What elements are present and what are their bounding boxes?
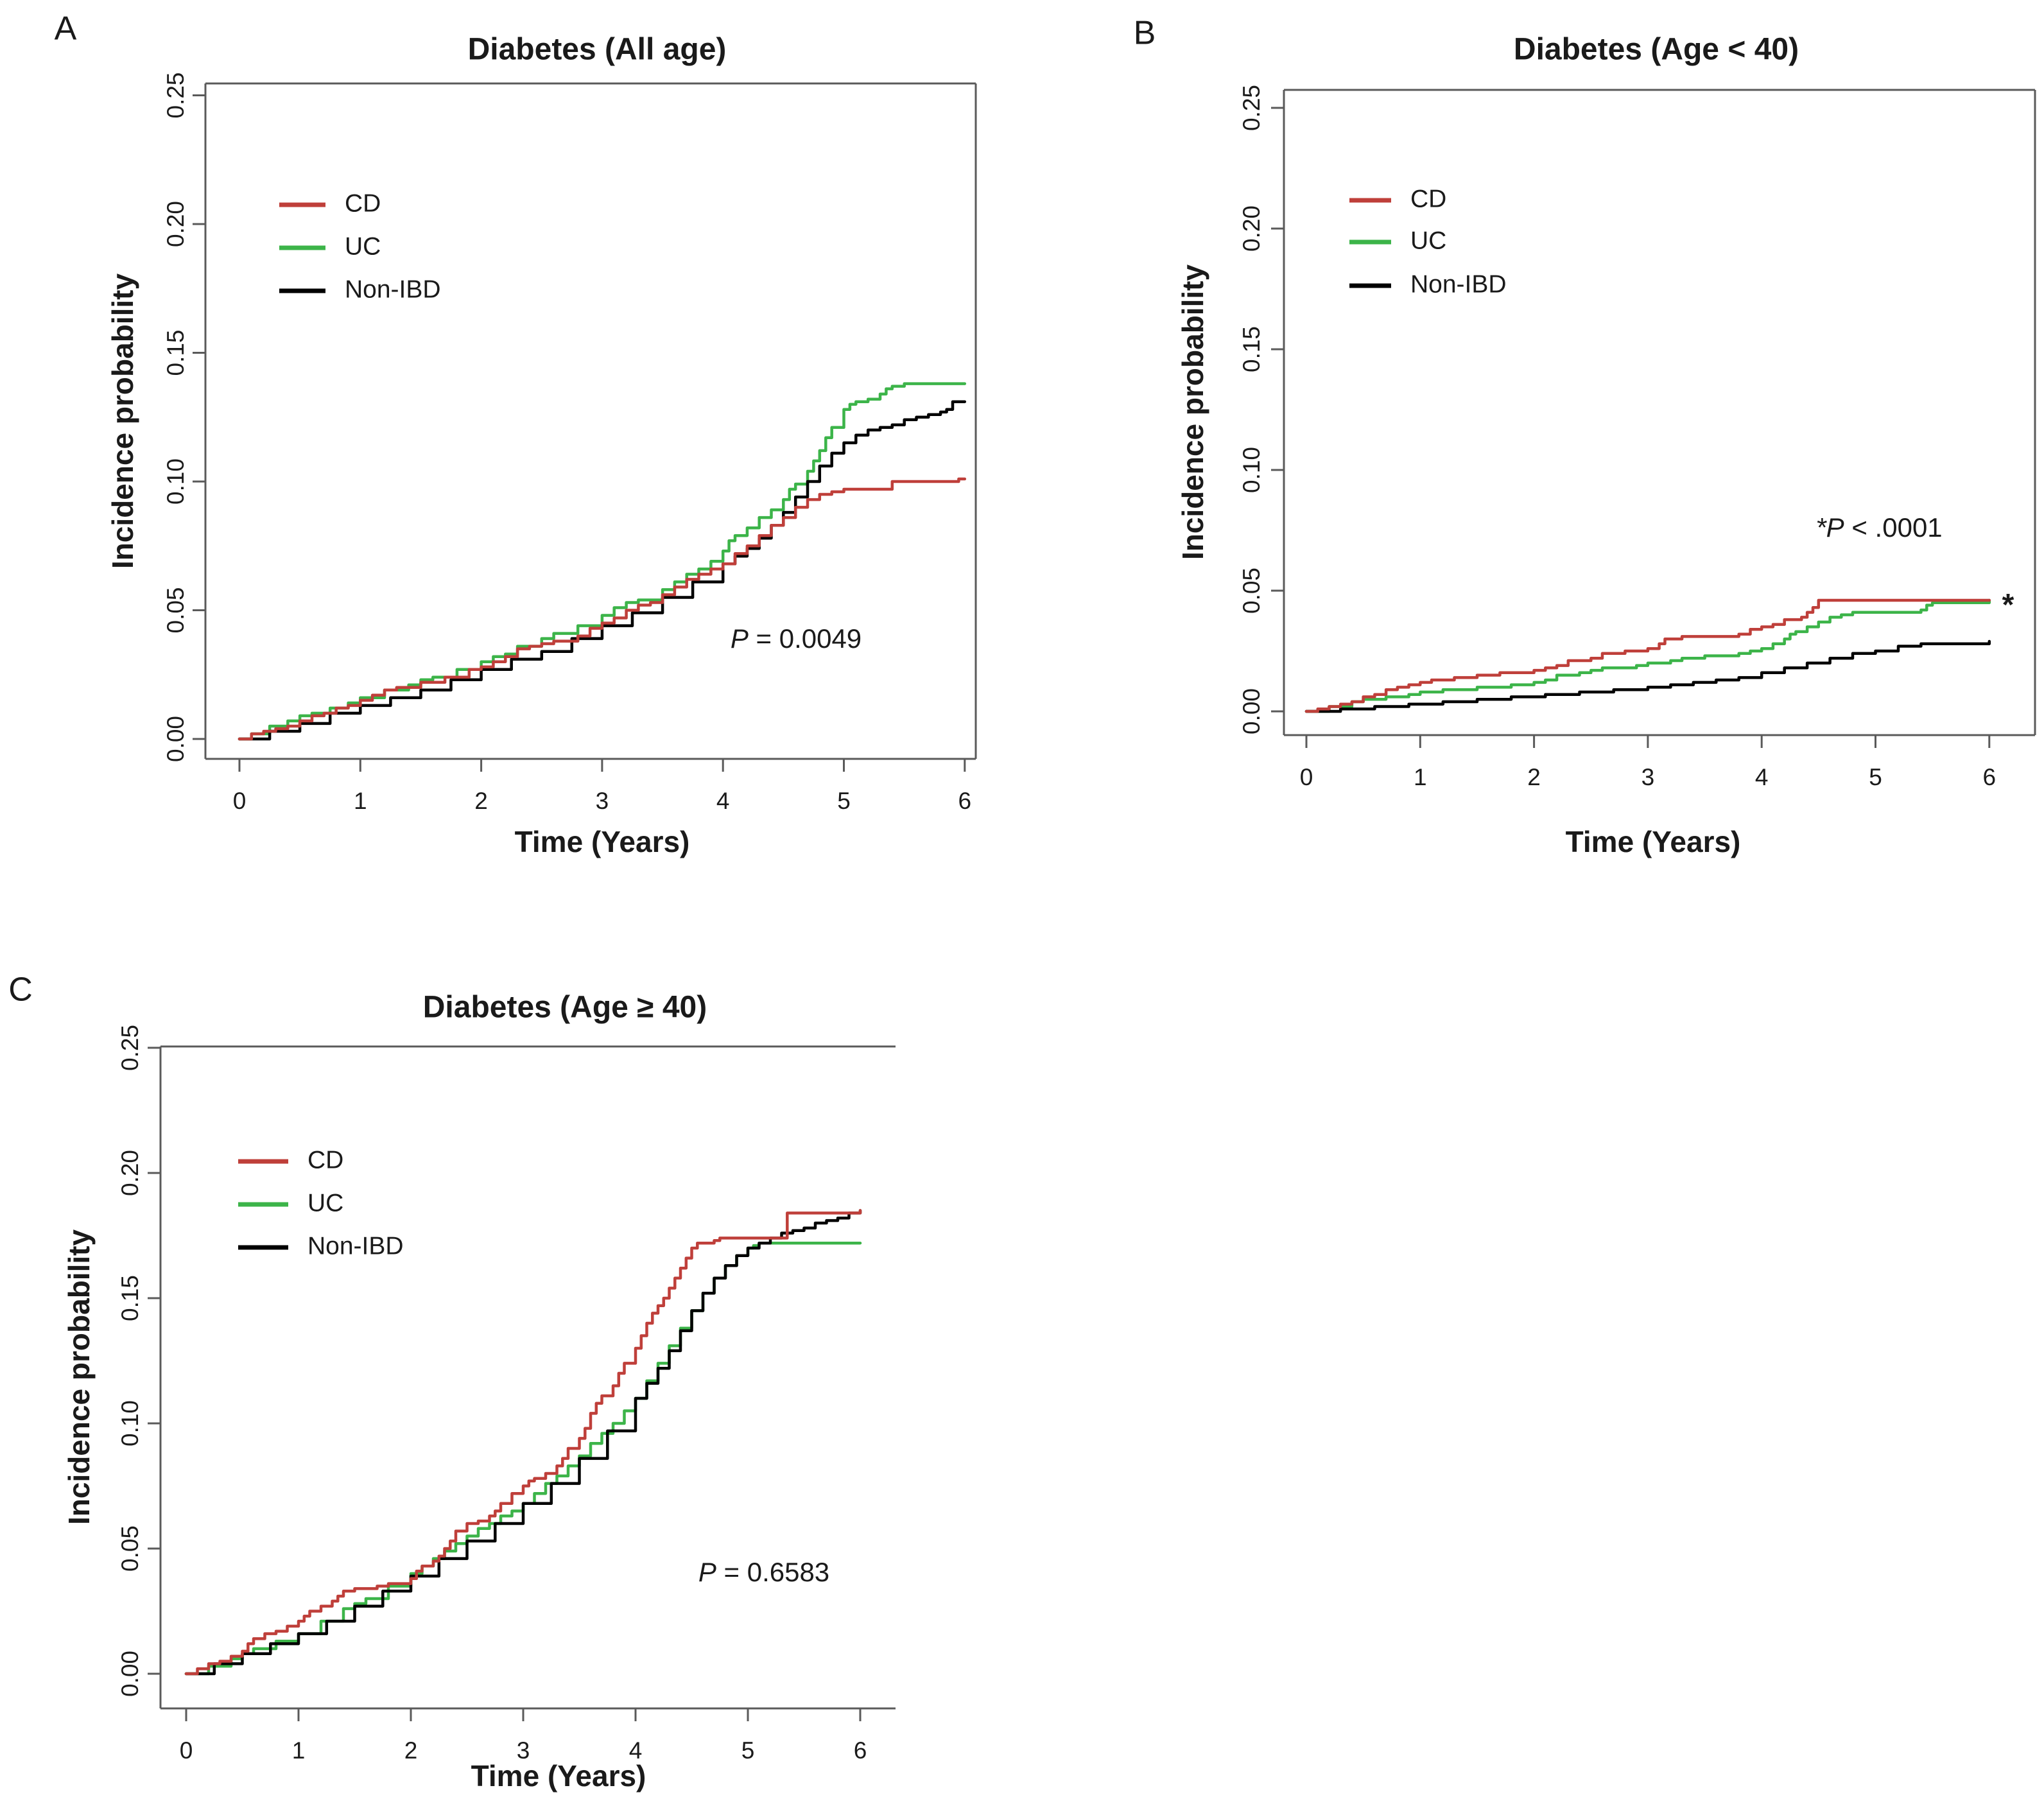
- panel-c-x-axis-label: Time (Years): [471, 1759, 646, 1793]
- panel-c-x-tick-label: 3: [517, 1737, 530, 1764]
- panel-c-x-tick-label: 1: [292, 1737, 306, 1764]
- panel-c-title: Diabetes (Age ≥ 40): [423, 991, 707, 1025]
- panel-a-x-tick-label: 4: [716, 788, 730, 814]
- panel-a-y-tick-label: 0.10: [162, 458, 189, 505]
- panel-b-annotation-significance-asterisk: *: [2002, 588, 2014, 622]
- panel-b-annotation-p-value: *P < .0001: [1815, 512, 1942, 543]
- panel-c-series-cd: [184, 1209, 862, 1676]
- panel-c-series-uc: [184, 1241, 862, 1676]
- panel-b-series-cd: [1304, 598, 1991, 713]
- panel-b-y-axis-label: Incidence probability: [1176, 265, 1209, 560]
- panel-c-y-tick-label: 0.00: [117, 1651, 143, 1697]
- panel-c-y-tick-label: 0.10: [117, 1400, 143, 1446]
- panel-a-legend-label-cd: CD: [345, 189, 381, 217]
- panel-a-title: Diabetes (All age): [468, 33, 727, 67]
- panel-c-letter: C: [8, 971, 33, 1009]
- panel-c-x-tick-label: 6: [854, 1737, 867, 1764]
- panel-a-chart: 0 1 2 3 4 5 6 0.00 0.05 0.10 0.15 0.20 0.25 Diabetes …: [55, 10, 977, 858]
- panel-b-y-tick-label: 0.00: [1238, 688, 1265, 734]
- panel-b-x-axis-label: Time (Years): [1566, 825, 1741, 858]
- panel-b-chart: 0 1 2 3 4 5 6 0.00 0.05 0.10 0.15 0.20 0.25 Diabetes …: [1134, 15, 2036, 858]
- panel-a-legend-label-uc: UC: [345, 232, 381, 260]
- panel-b-series-non-ibd: [1304, 639, 1991, 713]
- panel-b-x-tick-label: 4: [1755, 764, 1769, 790]
- panel-a-x-tick-label: 2: [474, 788, 488, 814]
- panel-a-x-tick-label: 5: [837, 788, 851, 814]
- panel-a-y-tick-label: 0.00: [162, 716, 189, 762]
- panel-b-letter: B: [1134, 15, 1156, 52]
- panel-b-x-tick-label: 0: [1300, 764, 1313, 790]
- panel-c-x-tick-label: 0: [180, 1737, 193, 1764]
- panel-b-y-tick-label: 0.10: [1238, 447, 1265, 493]
- panel-b-y-tick-label: 0.20: [1238, 205, 1265, 252]
- panel-a-y-tick-label: 0.20: [162, 201, 189, 247]
- panel-c-x-tick-label: 2: [404, 1737, 418, 1764]
- panel-a-y-tick-label: 0.05: [162, 587, 189, 633]
- panel-c-y-axis-label: Incidence probability: [62, 1229, 96, 1525]
- panel-a-series-non-ibd: [238, 400, 967, 741]
- panel-a-letter: A: [55, 10, 77, 48]
- panel-b-legend-label-uc: UC: [1410, 227, 1446, 254]
- panel-a-x-tick-label: 3: [596, 788, 609, 814]
- panel-b-x-tick-label: 1: [1414, 764, 1427, 790]
- panel-a-diabetes-all-age: 0 1 2 3 4 5 6 0.00 0.05 0.10 0.15 0.20 0.25 Diabetes …: [0, 0, 1027, 899]
- panel-c-y-tick-label: 0.20: [117, 1150, 143, 1196]
- panel-b-diabetes-age-lt-40: 0 1 2 3 4 5 6 0.00 0.05 0.10 0.15 0.20 0.25 Diabetes …: [1104, 0, 2044, 899]
- panel-b-legend-label-non_ibd: Non-IBD: [1410, 270, 1507, 298]
- panel-c-chart: 0 1 2 3 4 5 6 0.00 0.05 0.10 0.15 0.20 0.25 Diabetes …: [8, 971, 896, 1793]
- panel-c-x-tick-label: 4: [629, 1737, 643, 1764]
- panel-a-legend-label-non_ibd: Non-IBD: [345, 275, 441, 303]
- panel-c-annotation-p-value: P = 0.6583: [698, 1557, 829, 1587]
- panel-a-y-tick-label: 0.15: [162, 329, 189, 376]
- panel-a-x-axis-label: Time (Years): [515, 825, 690, 858]
- panel-c-y-tick-label: 0.05: [117, 1525, 143, 1572]
- panel-b-x-tick-label: 6: [1983, 764, 1996, 790]
- panel-a-y-tick-label: 0.25: [162, 72, 189, 118]
- panel-a-series-cd: [238, 477, 967, 741]
- panel-b-y-tick-label: 0.05: [1238, 568, 1265, 614]
- panel-c-y-tick-label: 0.25: [117, 1025, 143, 1071]
- panel-c-legend-label-uc: UC: [307, 1189, 343, 1217]
- panel-a-y-axis-label: Incidence probability: [106, 274, 139, 569]
- panel-a-x-tick-label: 0: [233, 788, 247, 814]
- panel-c-y-tick-label: 0.15: [117, 1275, 143, 1321]
- panel-b-x-tick-label: 3: [1641, 764, 1655, 790]
- panel-a-x-tick-label: 6: [958, 788, 972, 814]
- panel-b-title: Diabetes (Age < 40): [1514, 33, 1799, 67]
- panel-a-annotation-p-value: P = 0.0049: [731, 623, 862, 654]
- panel-b-x-tick-label: 2: [1527, 764, 1541, 790]
- panel-c-diabetes-age-ge-40: 0 1 2 3 4 5 6 0.00 0.05 0.10 0.15 0.20 0.25 Diabetes …: [0, 950, 1027, 1803]
- panel-b-y-tick-label: 0.15: [1238, 326, 1265, 372]
- panel-c-series-non-ibd: [184, 1209, 862, 1676]
- panel-c-x-tick-label: 5: [741, 1737, 755, 1764]
- panel-a-x-tick-label: 1: [354, 788, 367, 814]
- panel-c-legend-label-non_ibd: Non-IBD: [307, 1232, 404, 1260]
- panel-b-x-tick-label: 5: [1869, 764, 1882, 790]
- panel-b-legend-label-cd: CD: [1410, 185, 1446, 213]
- panel-b-series-uc: [1304, 598, 1991, 713]
- panel-b-y-tick-label: 0.25: [1238, 85, 1265, 131]
- panel-c-legend-label-cd: CD: [307, 1146, 343, 1174]
